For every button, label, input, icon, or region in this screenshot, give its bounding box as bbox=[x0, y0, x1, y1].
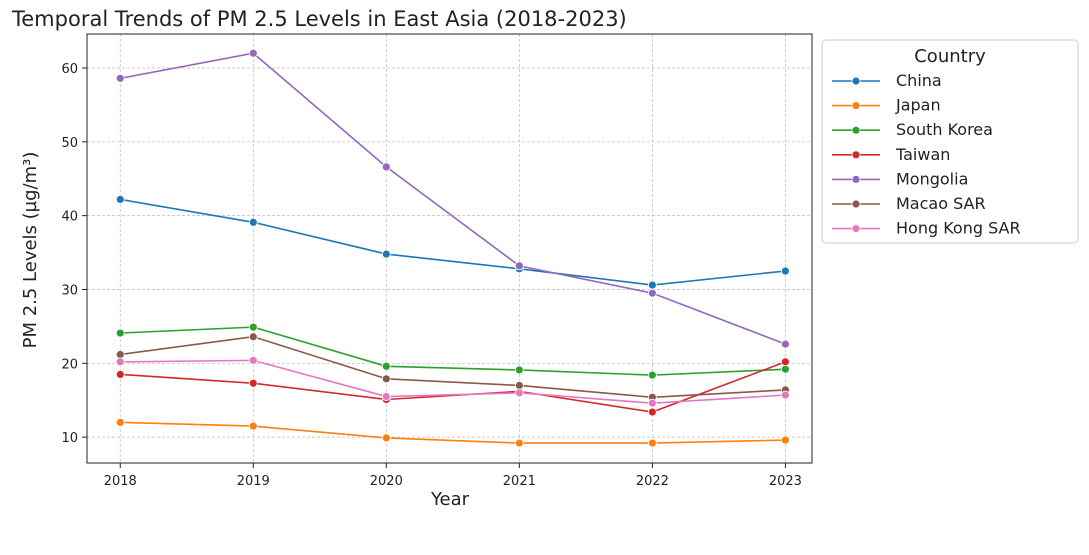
legend-label: Japan bbox=[895, 96, 941, 115]
data-point bbox=[381, 433, 391, 443]
data-point bbox=[248, 48, 258, 58]
series-line bbox=[120, 198, 786, 286]
series-line bbox=[120, 421, 786, 444]
data-point bbox=[514, 261, 524, 271]
legend: Country China Japan South Korea Taiwan Mongo… bbox=[821, 39, 1079, 244]
data-point bbox=[115, 350, 125, 359]
data-point bbox=[780, 339, 790, 349]
legend-label: South Korea bbox=[896, 120, 993, 139]
y-tick-label: 60 bbox=[61, 62, 78, 77]
data-point bbox=[248, 421, 258, 431]
legend-label: Taiwan bbox=[895, 145, 950, 164]
legend-marker bbox=[851, 150, 861, 160]
data-point bbox=[248, 217, 258, 227]
data-point bbox=[514, 365, 524, 375]
legend-label: China bbox=[896, 71, 942, 90]
legend-label: Hong Kong SAR bbox=[896, 219, 1021, 238]
data-point bbox=[514, 388, 524, 398]
legend-marker bbox=[851, 224, 861, 234]
data-point bbox=[514, 381, 524, 390]
data-point bbox=[381, 392, 391, 401]
y-tick-label: 40 bbox=[61, 210, 78, 225]
x-tick-label: 2018 bbox=[104, 474, 137, 489]
legend-title: Country bbox=[914, 46, 986, 67]
legend-box bbox=[821, 39, 1079, 244]
x-axis: 2018 2019 2020 2021 2022 2023 bbox=[104, 463, 802, 489]
data-point bbox=[115, 73, 125, 83]
data-point bbox=[115, 194, 125, 204]
y-axis-label: PM 2.5 Levels (µg/m³) bbox=[20, 152, 41, 349]
series-line bbox=[120, 359, 786, 404]
data-point bbox=[248, 322, 258, 332]
y-tick-label: 10 bbox=[61, 431, 78, 446]
grid bbox=[87, 34, 812, 463]
y-tick-label: 30 bbox=[61, 283, 78, 298]
legend-label: Mongolia bbox=[896, 169, 968, 188]
legend-marker bbox=[851, 101, 861, 110]
series-line bbox=[120, 335, 786, 399]
series-group bbox=[115, 48, 790, 448]
y-tick-label: 20 bbox=[61, 357, 78, 372]
x-axis-label: Year bbox=[430, 489, 470, 510]
x-tick-label: 2022 bbox=[636, 474, 669, 489]
data-point bbox=[647, 280, 657, 290]
data-point bbox=[647, 398, 657, 408]
legend-label: Macao SAR bbox=[896, 194, 986, 213]
data-point bbox=[780, 390, 790, 400]
x-tick-label: 2023 bbox=[769, 474, 802, 489]
data-point bbox=[248, 332, 258, 342]
data-point bbox=[647, 288, 657, 298]
data-point bbox=[381, 374, 391, 384]
legend-marker bbox=[851, 76, 861, 86]
data-point bbox=[647, 407, 657, 417]
y-tick-label: 50 bbox=[61, 136, 78, 151]
chart-title: Temporal Trends of PM 2.5 Levels in East… bbox=[11, 7, 627, 31]
x-tick-label: 2020 bbox=[370, 474, 403, 489]
series-line bbox=[120, 326, 786, 376]
data-point bbox=[647, 370, 657, 380]
data-point bbox=[780, 364, 790, 374]
legend-marker bbox=[851, 174, 861, 184]
legend-marker bbox=[851, 199, 861, 209]
data-point bbox=[381, 361, 391, 371]
plot-frame bbox=[86, 33, 813, 464]
data-point bbox=[381, 249, 391, 259]
data-point bbox=[381, 162, 391, 172]
data-point bbox=[647, 438, 657, 448]
data-point bbox=[115, 357, 125, 367]
x-tick-label: 2021 bbox=[503, 474, 536, 489]
legend-marker bbox=[851, 125, 861, 135]
series-line bbox=[120, 361, 786, 413]
data-point bbox=[780, 266, 790, 276]
data-point bbox=[780, 357, 790, 367]
data-point bbox=[115, 417, 125, 427]
data-point bbox=[514, 438, 524, 448]
x-tick-label: 2019 bbox=[237, 474, 270, 489]
data-point bbox=[115, 328, 125, 338]
series-line bbox=[120, 52, 786, 345]
y-axis: 10 20 30 40 50 60 bbox=[61, 62, 87, 446]
data-point bbox=[115, 369, 125, 379]
data-point bbox=[248, 355, 258, 365]
data-point bbox=[780, 435, 790, 445]
data-point bbox=[248, 378, 258, 388]
